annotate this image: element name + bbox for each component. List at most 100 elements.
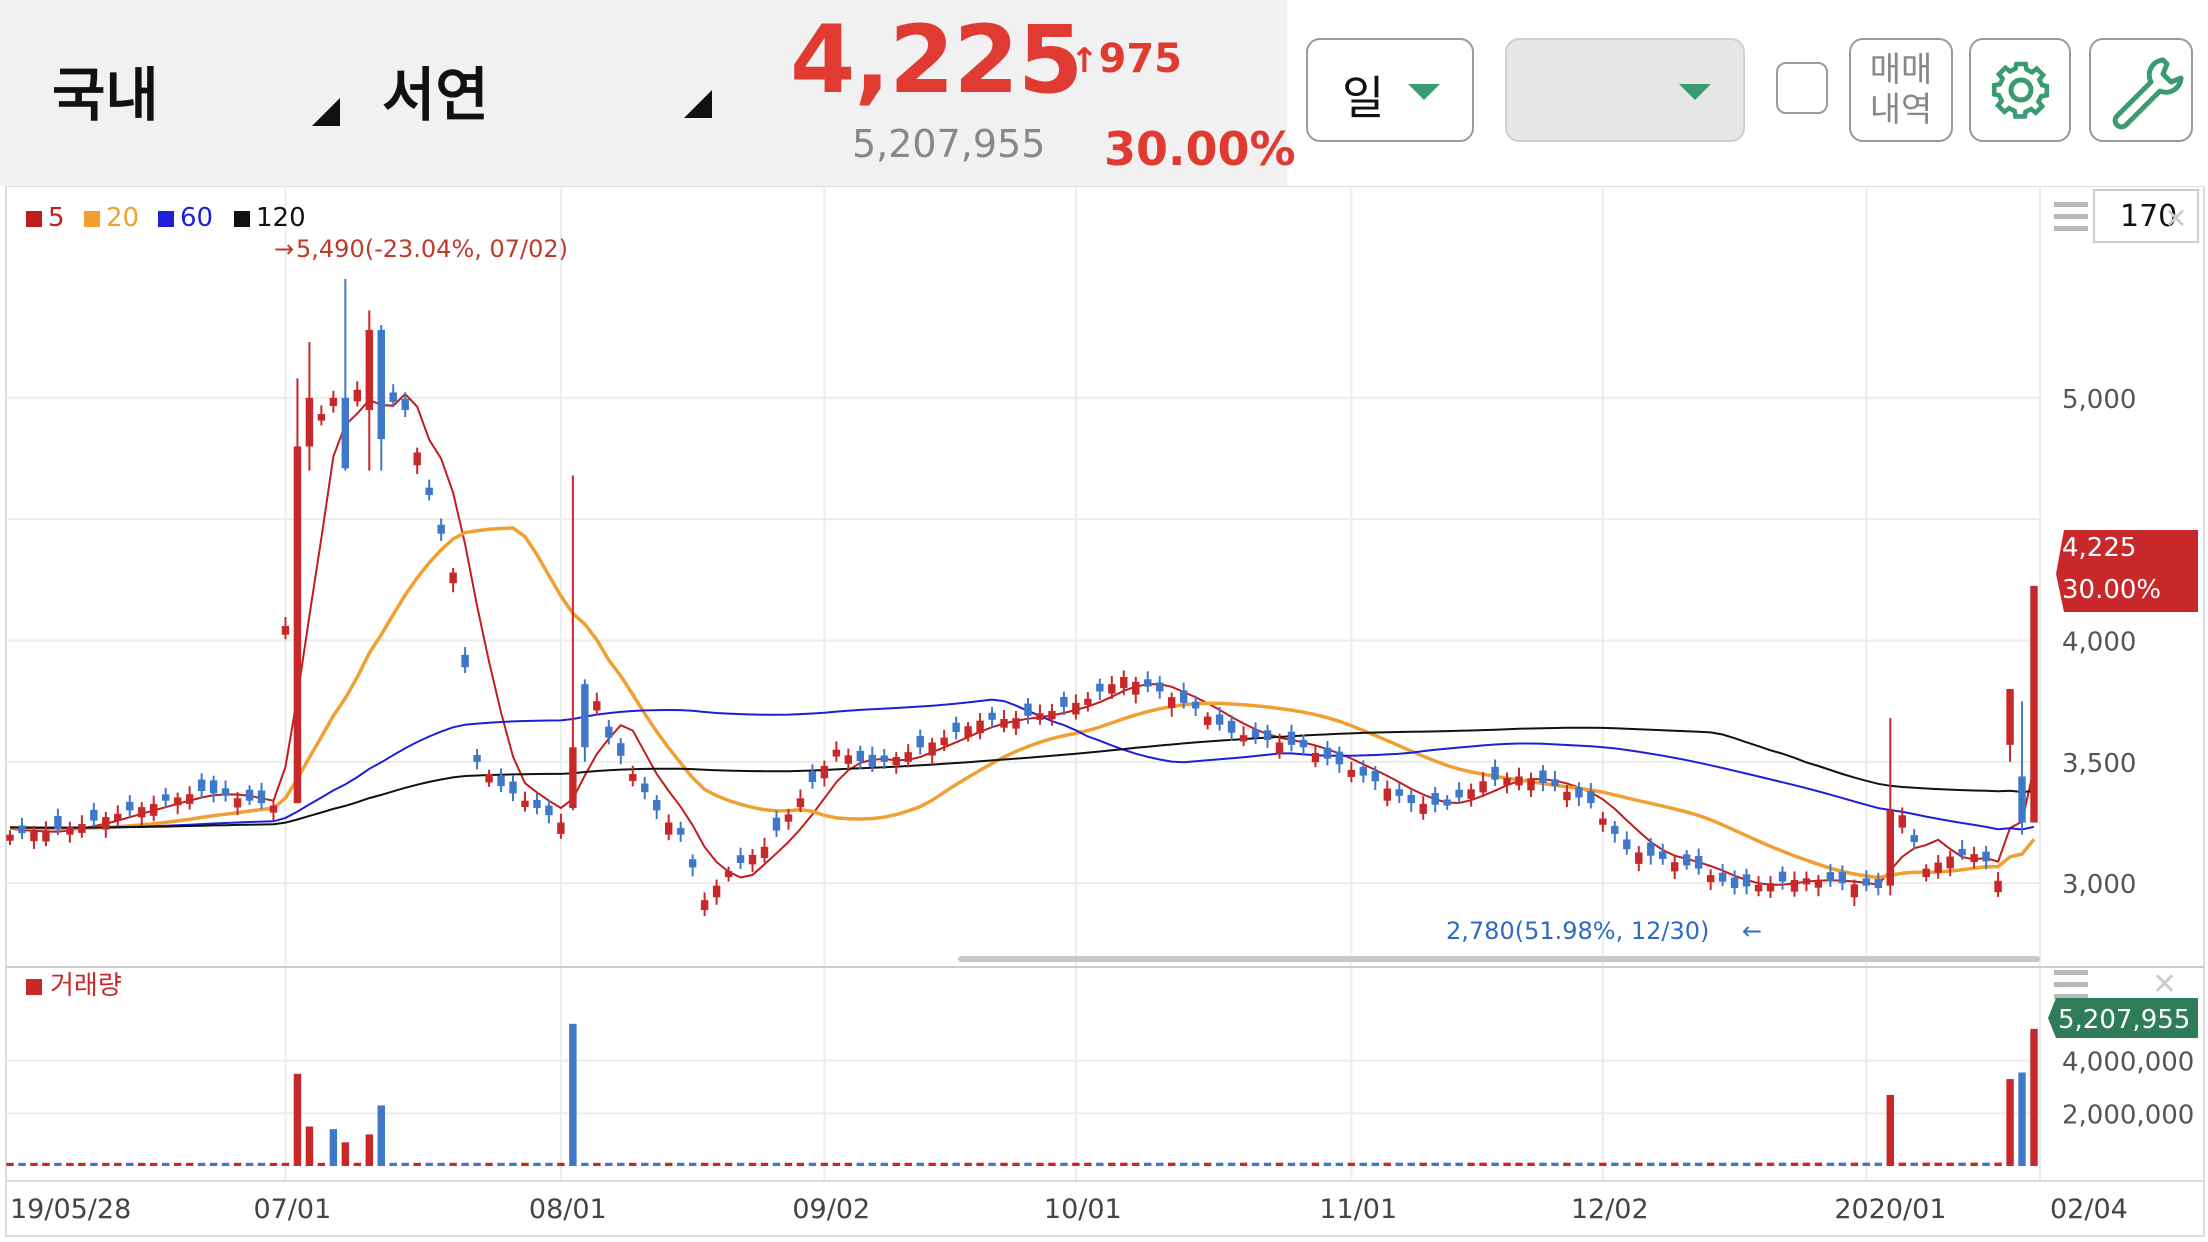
candle [281,616,290,640]
volume-bar [197,1162,206,1166]
candle [629,765,637,787]
indicator-select[interactable] [1505,38,1745,142]
volume-bar [2018,1072,2026,1166]
volume-bar [1802,1162,1811,1166]
candle [868,746,877,773]
candle [952,716,960,740]
candle [1347,761,1356,783]
volume-bar [1024,1162,1032,1166]
candle [1599,811,1607,832]
volume-bar [1443,1162,1451,1166]
candle [1395,782,1403,804]
candle [161,787,170,808]
volume-bar [2030,1028,2038,1166]
candle [1910,829,1918,850]
volume-menu-icon[interactable] [2054,970,2088,999]
volume-bar [676,1162,685,1166]
volume-bar [1431,1162,1439,1166]
candle [641,776,649,800]
settings-button[interactable] [1969,38,2071,142]
stock-header: 국내 서연 4,225 ↑975 5,207,955 30.00% 일 매매 내… [0,0,2208,186]
candle [1096,678,1104,700]
legend: 5 20 60 120 [26,203,306,233]
tool-button[interactable] [2089,38,2193,142]
count-input[interactable] [2093,189,2199,243]
volume-bar [245,1162,254,1166]
x-tick-label: 12/02 [1571,1194,1649,1225]
candle [1359,760,1368,783]
volume-bar [928,1162,936,1166]
candle [1263,724,1272,749]
candle [54,808,62,836]
volume-bar [1874,1162,1883,1166]
volume-bar [748,1162,757,1166]
candle [581,679,589,762]
stock-chart[interactable]: 5 20 60 120 → 5,490(-23.04%, 07/02) 2,78… [0,186,2208,1242]
legend-ma20: 20 [106,203,139,233]
volume-bar [1670,1162,1679,1166]
volume-bar [1299,1162,1308,1166]
volume-bar [509,1162,517,1166]
period-select[interactable]: 일 [1306,38,1474,142]
candle [1742,868,1751,895]
market-selector[interactable]: 국내 [52,61,159,129]
market-dropdown-icon[interactable] [312,98,340,126]
volume-bar [114,1162,122,1166]
candle [1084,691,1092,712]
candle [1251,722,1260,744]
candle [1275,733,1284,759]
candle [126,795,134,818]
candle [940,729,948,751]
volume-bar [1215,1162,1224,1166]
volume-bar [1012,1162,1020,1166]
volume-bar [581,1162,589,1166]
candle [1934,855,1942,879]
trade-history-label-1: 매매 [1869,50,1933,90]
volume-bar [1179,1162,1188,1166]
volume-bar [1359,1162,1368,1166]
candle [748,849,757,873]
volume-bar [808,1162,817,1166]
x-tick-label: 11/01 [1319,1194,1397,1225]
candle [473,748,481,770]
candle [1515,767,1523,791]
close-icon[interactable]: ✕ [2164,202,2187,235]
volume-bar [150,1162,158,1166]
high-annotation: 5,490(-23.04%, 07/02) [296,235,568,263]
candle [1503,772,1511,794]
volume-bar [653,1162,661,1166]
candle [1946,850,1954,877]
volume-bar [66,1162,74,1166]
candle [102,811,110,838]
stock-selector[interactable]: 서연 [382,61,489,129]
candle [1036,704,1044,725]
stock-dropdown-icon[interactable] [684,90,712,118]
volume-bar [1323,1162,1332,1166]
candle [988,706,996,728]
period-value: 일 [1342,71,1385,125]
volume-bar [1467,1162,1475,1166]
candle [1191,695,1200,716]
volume-bar [772,1162,781,1166]
volume-bar [940,1162,948,1166]
chart-scrollbar[interactable] [958,956,2040,962]
checkbox[interactable] [1776,62,1828,114]
volume-close-icon[interactable]: ✕ [2152,967,2177,1002]
candle [820,760,829,787]
volume-bar [892,1162,900,1166]
volume-bar [377,1105,385,1166]
volume-bar [664,1162,673,1166]
candle [1132,676,1140,704]
candle [1407,790,1415,813]
candle [1587,782,1595,809]
candle [700,892,709,916]
volume-bar [1659,1162,1667,1166]
trade-history-button[interactable]: 매매 내역 [1849,38,1953,142]
volume-bar [1096,1162,1104,1166]
volume-bar [269,1162,278,1166]
menu-icon[interactable] [2054,202,2088,231]
candle [964,721,972,742]
candle [425,479,433,501]
legend-swatch-ma60 [158,211,174,227]
volume-bar [1072,1162,1080,1166]
